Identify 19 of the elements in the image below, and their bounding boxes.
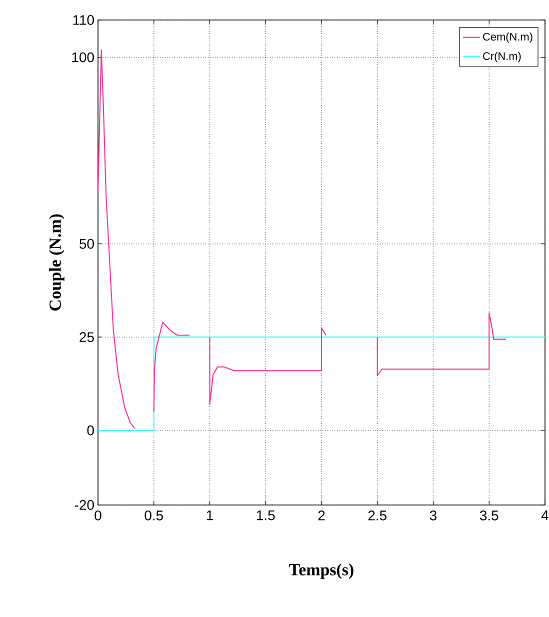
x-tick-label: 4: [541, 510, 548, 520]
y-axis-title: Couple (N.m): [49, 214, 64, 311]
x-tick-label: 1.5: [256, 510, 275, 520]
x-tick-label: 1: [206, 510, 213, 520]
x-tick-label: 3.5: [480, 510, 498, 520]
x-tick-label: 2.5: [368, 510, 386, 520]
y-tick-label: -20: [74, 500, 94, 510]
y-tick-label: 50: [80, 238, 94, 249]
y-tick-label: 110: [73, 15, 94, 25]
x-axis-title: Temps(s): [289, 564, 354, 579]
legend-label: Cr(N.m): [483, 52, 521, 62]
y-tick-label: 25: [80, 332, 94, 342]
legend-label: Cem(N.m): [483, 32, 532, 43]
y-tick-label: 100: [72, 52, 94, 62]
x-tick-label: 0.5: [144, 510, 163, 520]
x-tick-label: 0: [94, 510, 102, 520]
x-tick-label: 2: [318, 510, 325, 520]
y-tick-label: 0: [87, 425, 94, 436]
x-tick-label: 3: [430, 510, 437, 520]
